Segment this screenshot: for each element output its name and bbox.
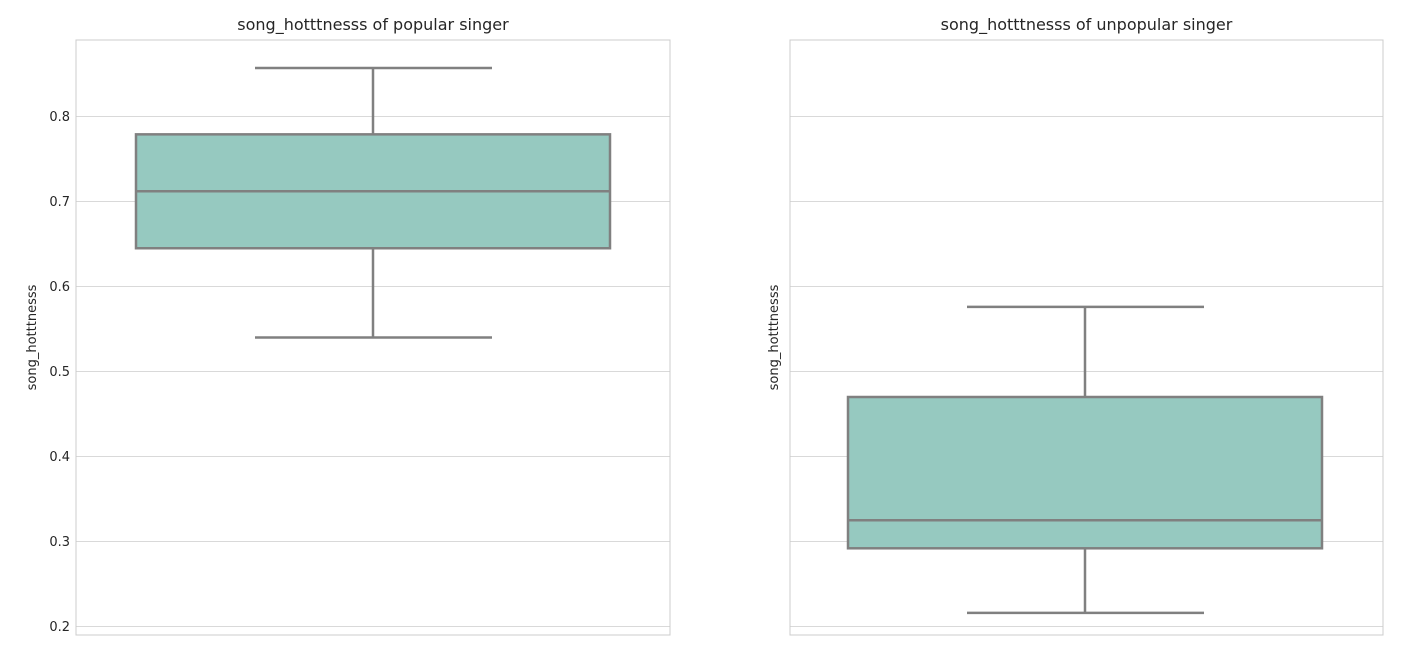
box-plot: [846, 305, 1324, 615]
box-plot: [134, 66, 612, 339]
y-tick-label: 0.5: [49, 365, 70, 380]
y-tick-labels: 0.2 0.3 0.4 0.5 0.6 0.7 0.8: [49, 110, 70, 635]
chart-title: song_hotttnesss of popular singer: [237, 15, 509, 35]
y-axis-label: song_hotttnesss: [25, 284, 40, 390]
y-tick-label: 0.6: [49, 280, 70, 295]
plot-frame: [789, 39, 1384, 636]
chart-panel-unpopular: song_hotttnesss of unpopular singer song…: [767, 15, 1384, 636]
y-axis-label: song_hotttnesss: [767, 284, 782, 390]
y-tick-label: 0.2: [49, 620, 70, 635]
y-tick-label: 0.3: [49, 535, 70, 550]
iqr-box: [846, 395, 1324, 550]
grid-lines: [790, 116, 1383, 627]
chart-title: song_hotttnesss of unpopular singer: [941, 15, 1233, 35]
plot-frame: [75, 39, 671, 636]
y-tick-label: 0.7: [49, 195, 70, 210]
y-tick-label: 0.8: [49, 110, 70, 125]
chart-panel-popular: song_hotttnesss of popular singer song_h…: [25, 15, 671, 636]
y-tick-label: 0.4: [49, 450, 70, 465]
